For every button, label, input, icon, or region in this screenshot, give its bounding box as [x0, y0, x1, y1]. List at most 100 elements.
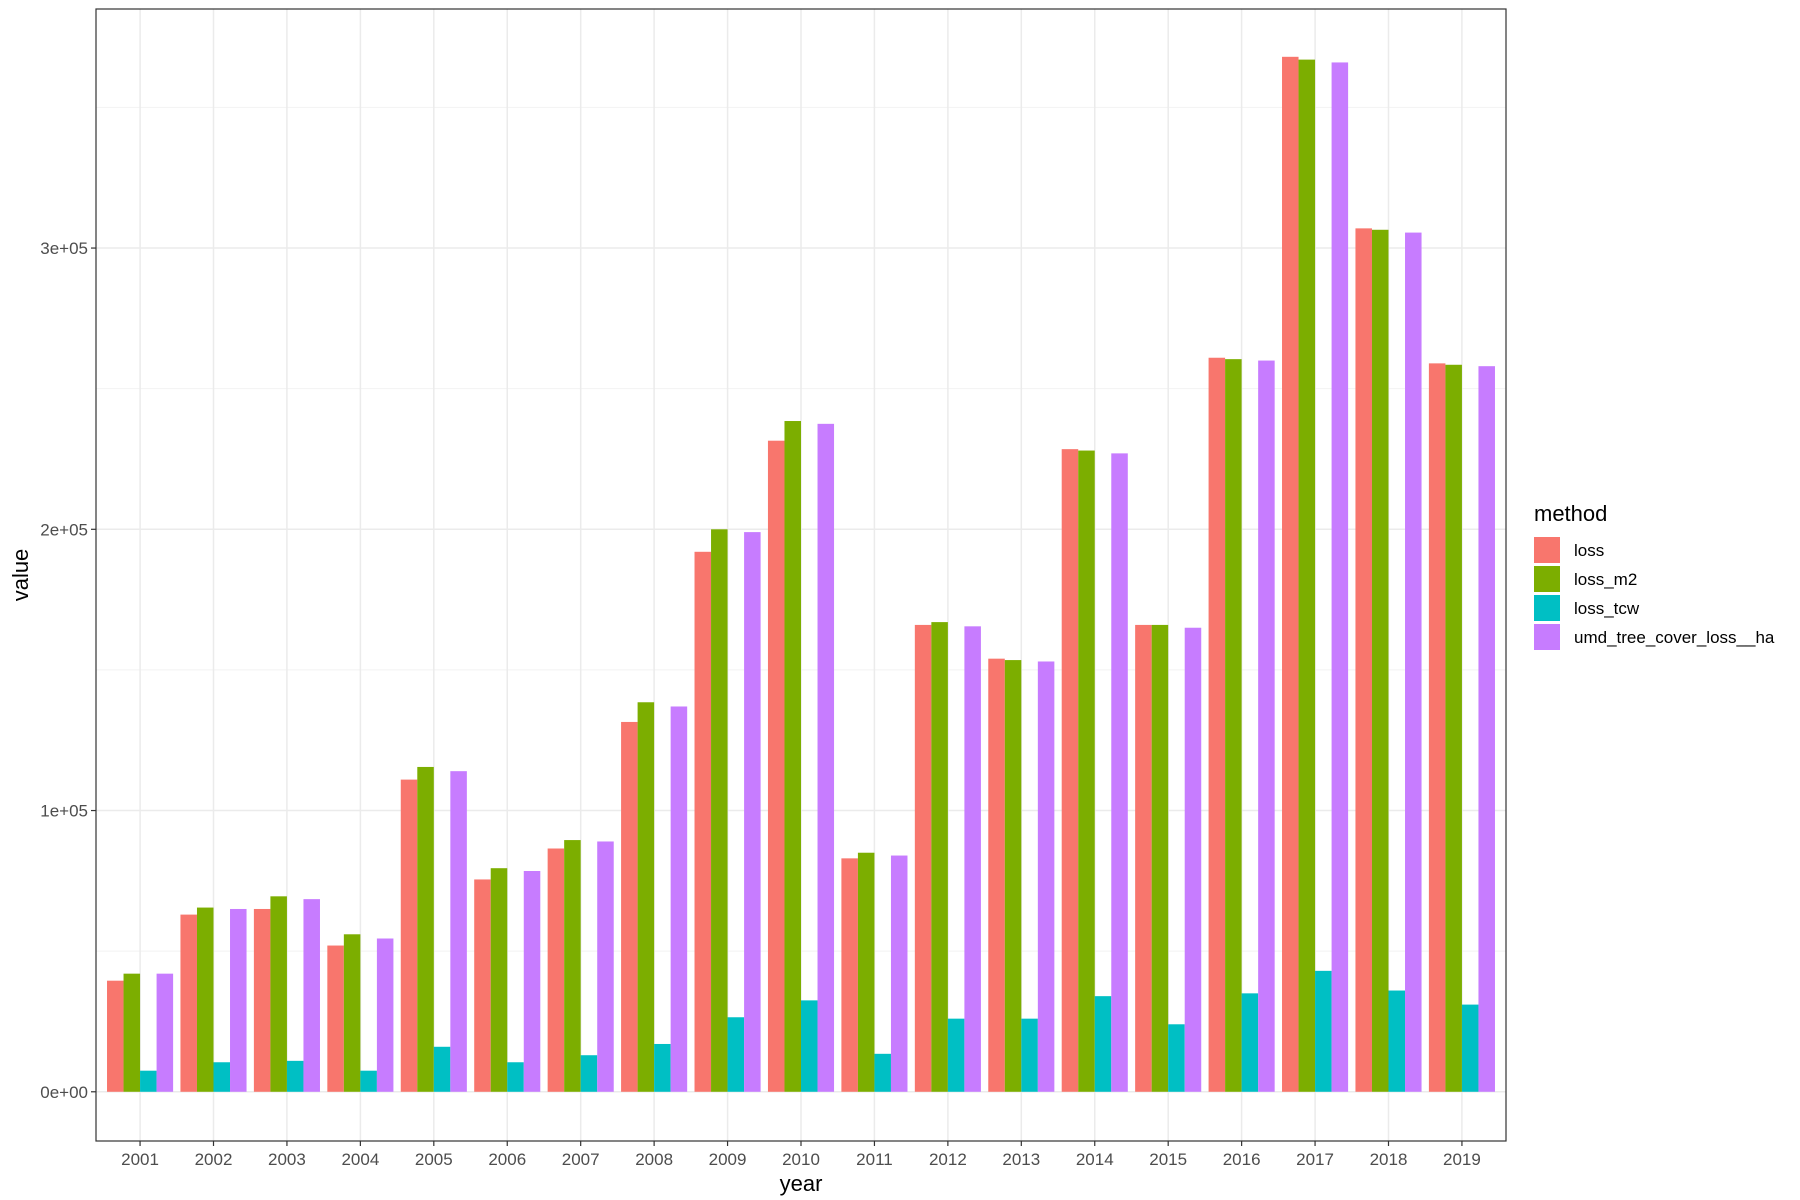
y-tick-label: 0e+00 [40, 1083, 88, 1102]
x-tick-label: 2008 [635, 1150, 673, 1169]
bar-loss_m2-2007 [564, 840, 581, 1092]
bar-loss_m2-2012 [931, 622, 948, 1092]
bar-loss_tcw-2014 [1094, 996, 1112, 1092]
bar-loss_tcw-2002 [213, 1062, 231, 1092]
bar-loss_tcw-2009 [727, 1017, 745, 1092]
legend: method loss loss_m2 loss_tcw umd_tree_cover… [1534, 501, 1775, 650]
bar-loss_tcw-2015 [1168, 1024, 1185, 1092]
bar-loss-2014 [1061, 449, 1079, 1092]
y-axis-title: value [8, 549, 33, 602]
bar-loss-2013 [988, 658, 1005, 1092]
bar-loss_tcw-2016 [1241, 993, 1259, 1092]
x-tick-label: 2005 [415, 1150, 453, 1169]
legend-label-loss: loss [1574, 541, 1604, 560]
bar-loss_m2-2019 [1445, 364, 1462, 1092]
bar-umd_tree_cover_loss__ha-2012 [964, 626, 981, 1092]
bar-loss-2005 [400, 779, 418, 1092]
bar-loss-2002 [180, 914, 197, 1092]
legend-label-loss_m2: loss_m2 [1574, 570, 1637, 589]
bar-umd_tree_cover_loss__ha-2015 [1184, 627, 1202, 1092]
bar-loss-2019 [1428, 363, 1446, 1092]
x-axis: 2001 2002 2003 2004 2005 2006 2007 2008 2009 2010… [121, 1141, 1481, 1169]
bar-loss-2012 [914, 624, 932, 1092]
x-tick-label: 2001 [121, 1150, 159, 1169]
x-tick-label: 2019 [1443, 1150, 1481, 1169]
bars [107, 56, 1495, 1092]
x-tick-label: 2014 [1076, 1150, 1114, 1169]
bar-loss_tcw-2001 [140, 1070, 157, 1092]
legend-key-loss_m2 [1534, 566, 1560, 592]
bar-loss-2015 [1135, 624, 1152, 1092]
bar-loss-2004 [327, 945, 344, 1092]
y-tick-label: 3e+05 [40, 239, 88, 258]
x-axis-title: year [780, 1171, 823, 1196]
x-tick-label: 2004 [341, 1150, 379, 1169]
x-tick-label: 2011 [856, 1150, 893, 1169]
bar-loss_m2-2016 [1225, 359, 1242, 1092]
x-tick-label: 2010 [782, 1150, 820, 1169]
bar-umd_tree_cover_loss__ha-2017 [1331, 62, 1349, 1092]
x-tick-label: 2003 [268, 1150, 306, 1169]
legend-title: method [1534, 501, 1607, 526]
bar-loss_tcw-2019 [1461, 1004, 1479, 1092]
x-tick-label: 2006 [488, 1150, 526, 1169]
x-tick-label: 2013 [1002, 1150, 1040, 1169]
x-tick-label: 2016 [1223, 1150, 1261, 1169]
x-tick-label: 2007 [562, 1150, 600, 1169]
legend-key-loss [1534, 537, 1560, 563]
bar-loss_tcw-2007 [580, 1055, 598, 1092]
bar-loss_m2-2011 [857, 852, 875, 1092]
bar-loss_tcw-2003 [286, 1060, 304, 1092]
legend-label-umd_tree_cover_loss__ha: umd_tree_cover_loss__ha [1574, 628, 1775, 647]
bar-loss_m2-2008 [637, 702, 655, 1092]
bar-loss_tcw-2004 [360, 1070, 377, 1092]
bar-loss_tcw-2006 [507, 1062, 524, 1092]
bar-loss_m2-2003 [270, 896, 287, 1092]
bar-umd_tree_cover_loss__ha-2011 [890, 855, 908, 1092]
bar-loss_tcw-2010 [801, 1000, 818, 1092]
bar-loss_m2-2015 [1151, 624, 1169, 1092]
bar-umd_tree_cover_loss__ha-2007 [597, 841, 614, 1092]
bar-umd_tree_cover_loss__ha-2003 [303, 899, 320, 1092]
legend-label-loss_tcw: loss_tcw [1574, 599, 1640, 618]
bar-umd_tree_cover_loss__ha-2018 [1405, 232, 1422, 1092]
legend-key-umd_tree_cover_loss__ha [1534, 624, 1560, 650]
y-tick-label: 2e+05 [40, 520, 88, 539]
bar-loss-2001 [107, 980, 124, 1092]
bar-loss_m2-2004 [343, 934, 361, 1092]
bar-loss-2007 [547, 848, 565, 1092]
x-tick-label: 2002 [195, 1150, 233, 1169]
bar-loss_tcw-2017 [1315, 970, 1332, 1092]
bar-loss_tcw-2011 [874, 1053, 891, 1092]
bar-loss-2006 [474, 879, 491, 1092]
bar-loss_m2-2018 [1371, 229, 1389, 1092]
bar-loss_m2-2001 [123, 973, 141, 1092]
bar-loss_tcw-2005 [433, 1046, 451, 1092]
bar-loss_tcw-2012 [947, 1018, 965, 1092]
bar-loss_m2-2014 [1078, 450, 1095, 1092]
bar-loss-2016 [1208, 357, 1226, 1092]
bar-umd_tree_cover_loss__ha-2001 [156, 973, 174, 1092]
bar-loss_m2-2006 [490, 868, 508, 1092]
bar-loss-2010 [767, 440, 785, 1092]
bar-loss_m2-2010 [784, 421, 801, 1092]
bar-umd_tree_cover_loss__ha-2010 [817, 423, 835, 1092]
bar-umd_tree_cover_loss__ha-2013 [1037, 661, 1055, 1092]
bar-umd_tree_cover_loss__ha-2005 [450, 771, 467, 1092]
bar-umd_tree_cover_loss__ha-2002 [230, 908, 247, 1092]
bar-umd_tree_cover_loss__ha-2014 [1111, 453, 1128, 1092]
legend-key-loss_tcw [1534, 595, 1560, 621]
y-tick-label: 1e+05 [40, 802, 88, 821]
bar-loss-2011 [841, 858, 858, 1092]
x-tick-label: 2009 [709, 1150, 747, 1169]
bar-loss-2017 [1282, 56, 1299, 1092]
bar-umd_tree_cover_loss__ha-2006 [523, 871, 541, 1092]
bar-umd_tree_cover_loss__ha-2008 [670, 706, 688, 1092]
x-tick-label: 2017 [1296, 1150, 1334, 1169]
y-axis: 0e+00 1e+05 2e+05 3e+05 [40, 239, 96, 1102]
bar-loss-2003 [253, 908, 271, 1092]
bar-loss_tcw-2013 [1021, 1018, 1038, 1092]
bar-loss_m2-2013 [1004, 660, 1022, 1092]
bar-umd_tree_cover_loss__ha-2019 [1478, 366, 1495, 1092]
